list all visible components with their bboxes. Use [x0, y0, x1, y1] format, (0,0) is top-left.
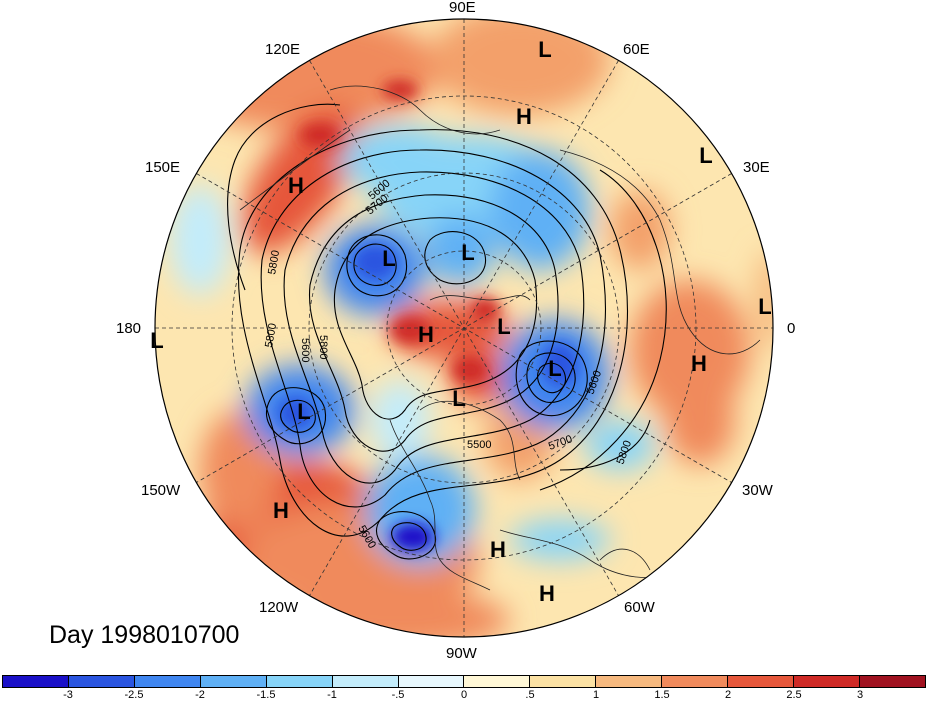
- colorbar-tick-label: -3: [63, 689, 73, 701]
- low-marker: L: [548, 356, 561, 381]
- lon-label-120w: 120W: [259, 599, 299, 616]
- low-marker: L: [150, 328, 163, 353]
- low-marker: L: [758, 294, 771, 319]
- lon-label-60e: 60E: [623, 41, 650, 58]
- colorbar-swatch: [3, 676, 69, 687]
- high-marker: H: [691, 351, 707, 376]
- low-marker: L: [297, 399, 310, 424]
- colorbar-tick-label: 1.5: [654, 689, 670, 701]
- lon-label-120e: 120E: [265, 41, 301, 58]
- height-contours: [227, 103, 667, 560]
- lon-label-150e: 150E: [145, 159, 181, 176]
- colorbar-swatch: [464, 676, 531, 687]
- low-marker: L: [497, 314, 510, 339]
- colorbar-tick-label: -1.5: [256, 689, 276, 701]
- lon-label-180: 180: [116, 320, 142, 337]
- high-marker: H: [516, 104, 532, 129]
- lon-label-30w: 30W: [742, 482, 773, 499]
- lon-label-60w: 60W: [624, 599, 655, 616]
- graticule: [155, 19, 773, 637]
- lon-label-0: 0: [787, 320, 796, 337]
- colorbar-tick-label: -2: [195, 689, 205, 701]
- colorbar-swatch: [332, 676, 399, 687]
- pressure-centers: L H L H L L L H L L H L L H H H L: [150, 37, 771, 606]
- coastlines: [239, 85, 761, 591]
- contour-label: 5800: [263, 322, 279, 348]
- colorbar-tick-label: .5: [525, 689, 535, 701]
- colorbar-swatch: [662, 676, 729, 687]
- colorbar-swatch: [859, 676, 925, 687]
- colorbar-tick-label: 2.5: [786, 689, 802, 701]
- lon-label-90w: 90W: [446, 645, 477, 662]
- colorbar-swatch: [134, 676, 201, 687]
- colorbar-ticks: -3 -2.5 -2 -1.5 -1 -.5 0 .5 1 1.5 2 2.5 3: [2, 689, 926, 703]
- low-marker: L: [538, 37, 551, 62]
- colorbar-swatch: [266, 676, 333, 687]
- colorbar-tick-label: -1: [327, 689, 337, 701]
- colorbar-tick-label: -.5: [391, 689, 405, 701]
- high-marker: H: [418, 322, 434, 347]
- colorbar-swatch: [68, 676, 135, 687]
- low-marker: L: [382, 246, 395, 271]
- high-marker: H: [490, 537, 506, 562]
- colorbar-tick-label: 0: [460, 689, 468, 701]
- colorbar-swatch: [596, 676, 663, 687]
- lon-label-150w: 150W: [141, 482, 181, 499]
- contour-label: 5800: [317, 335, 329, 359]
- high-marker: H: [288, 173, 304, 198]
- lon-label-90e: 90E: [449, 0, 476, 16]
- map-boundary: [154, 18, 774, 638]
- low-marker: L: [461, 240, 474, 265]
- colorbar-swatch: [794, 676, 860, 687]
- low-marker: L: [452, 386, 465, 411]
- colorbar-tick-label: 2: [724, 689, 732, 701]
- contour-label: 5600: [299, 338, 311, 362]
- low-marker: L: [699, 143, 712, 168]
- colorbar-swatch: [200, 676, 267, 687]
- colorbar-tick-label: -2.5: [124, 689, 144, 701]
- map-title: Day 1998010700: [49, 621, 240, 649]
- lon-label-30e: 30E: [743, 159, 770, 176]
- colorbar-tick-label: 3: [856, 689, 864, 701]
- contour-label: 5800: [266, 249, 282, 275]
- colorbar-swatch: [530, 676, 597, 687]
- anomaly-field: [155, 19, 773, 637]
- colorbar-swatch: [728, 676, 795, 687]
- colorbar-tick-label: 1: [592, 689, 600, 701]
- high-marker: H: [539, 581, 555, 606]
- contour-label: 5500: [467, 439, 491, 451]
- high-marker: H: [273, 498, 289, 523]
- colorbar: [2, 675, 926, 688]
- colorbar-swatch: [398, 676, 465, 687]
